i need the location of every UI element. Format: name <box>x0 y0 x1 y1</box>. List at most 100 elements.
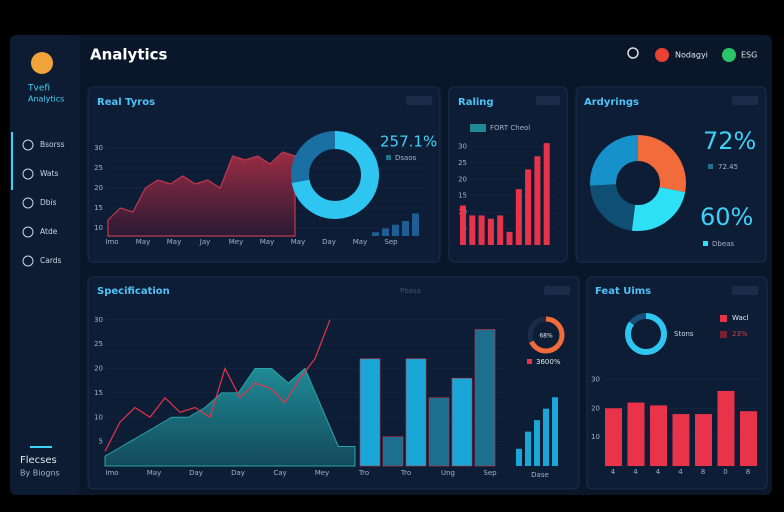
x-tick-label: Imo <box>105 238 118 246</box>
footer: By Biogns <box>20 469 60 478</box>
panel-menu[interactable] <box>536 96 560 105</box>
nav-item[interactable]: Wats <box>40 169 58 178</box>
x-tick-label: 0 <box>723 468 727 476</box>
bar <box>672 414 690 466</box>
x-tick-label: Mey <box>229 238 244 246</box>
bar <box>392 224 399 236</box>
line <box>104 319 331 452</box>
small-chart-label: Dase <box>531 471 549 479</box>
bar <box>451 377 473 467</box>
brand: Tvefi <box>27 84 50 94</box>
x-tick-label: May <box>167 238 181 246</box>
page-title: Analytics <box>90 46 168 64</box>
divider <box>30 446 52 448</box>
panel-title: Raling <box>458 97 494 108</box>
legend-swatch <box>527 359 532 364</box>
legend-swatch <box>720 315 727 322</box>
panel-title: Feat Uims <box>595 286 651 297</box>
donut-label: Stons <box>674 330 694 338</box>
nav-icon[interactable] <box>22 226 34 238</box>
panel-menu[interactable] <box>732 286 758 295</box>
nav-item[interactable]: Cards <box>40 256 62 265</box>
y-tick-label: 20 <box>94 365 103 373</box>
brand: Analytics <box>28 95 64 104</box>
bar <box>717 390 735 466</box>
gauge-value: 3600% <box>536 358 561 366</box>
badge-icon[interactable] <box>722 48 736 62</box>
bar <box>412 213 419 236</box>
bar <box>525 431 531 466</box>
legend-label: FORT Cheol <box>490 124 530 132</box>
x-tick-label: Day <box>231 469 245 477</box>
donut-segment <box>590 135 686 231</box>
donut-segment <box>625 313 667 355</box>
kpi-value: 257.1% <box>380 133 437 151</box>
panel-menu[interactable] <box>406 96 432 105</box>
panel-menu[interactable] <box>732 96 758 105</box>
nav-indicator <box>11 132 13 190</box>
x-tick-label: Day <box>189 469 203 477</box>
y-tick-label: 15 <box>458 192 467 200</box>
y-tick-label: 30 <box>94 144 103 152</box>
bar <box>469 215 476 245</box>
badge[interactable]: ESG <box>741 51 757 60</box>
area <box>107 151 296 237</box>
y-tick-label: 10 <box>94 413 103 421</box>
bar <box>695 414 712 466</box>
nav-icon[interactable] <box>22 139 34 151</box>
sidebar <box>10 35 80 495</box>
legend-swatch <box>703 241 708 246</box>
nav-item[interactable]: Dbis <box>40 198 57 207</box>
y-tick-label: 10 <box>591 433 600 441</box>
x-tick-label: 4 <box>656 468 661 476</box>
legend-label: Wacl <box>732 314 749 322</box>
bar <box>627 402 645 466</box>
bar <box>515 189 522 245</box>
x-tick-label: May <box>260 238 274 246</box>
x-tick-label: Jay <box>199 238 211 246</box>
search-icon[interactable] <box>627 47 639 59</box>
nav-item[interactable]: Atde <box>40 227 58 236</box>
y-tick-label: 25 <box>94 340 103 348</box>
nav-icon[interactable] <box>22 255 34 267</box>
kpi-value: 60% <box>700 203 753 231</box>
nav-icon[interactable] <box>22 168 34 180</box>
area <box>104 367 356 467</box>
bar <box>543 408 549 466</box>
x-tick-label: Sep <box>384 238 398 246</box>
x-tick-label: 4 <box>678 468 683 476</box>
nav-icon[interactable] <box>22 197 34 209</box>
y-tick-label: 15 <box>94 204 103 212</box>
panel-title: Ardyrings <box>584 97 639 108</box>
bar <box>487 218 494 245</box>
bar <box>534 156 541 245</box>
x-tick-label: 4 <box>633 468 638 476</box>
gauge-arc <box>527 316 565 354</box>
x-tick-label: Cay <box>273 469 286 477</box>
bar <box>405 358 427 467</box>
bar <box>474 329 496 467</box>
kpi-label: Dbeas <box>712 240 734 248</box>
avatar[interactable] <box>655 48 669 62</box>
nav-item[interactable]: Bsorss <box>40 140 65 149</box>
bar <box>402 221 409 236</box>
x-tick-label: Day <box>322 238 336 246</box>
logo <box>31 52 53 74</box>
x-tick-label: Imo <box>105 469 118 477</box>
kpi-label: 72.45 <box>718 163 738 171</box>
bar <box>460 205 466 245</box>
user-name[interactable]: Nodagyi <box>675 51 708 60</box>
y-tick-label: 30 <box>591 375 600 383</box>
x-tick-label: May <box>147 469 161 477</box>
y-tick-label: 20 <box>591 404 600 412</box>
y-tick-label: 30 <box>94 316 103 324</box>
y-tick-label: 25 <box>458 159 467 167</box>
panel-menu[interactable] <box>544 286 570 295</box>
legend-label: 23% <box>732 330 748 338</box>
panel-title: Specification <box>97 286 170 297</box>
bar <box>478 215 485 245</box>
bar <box>525 169 532 245</box>
gauge-label: 68% <box>539 333 553 340</box>
bar <box>543 143 550 245</box>
